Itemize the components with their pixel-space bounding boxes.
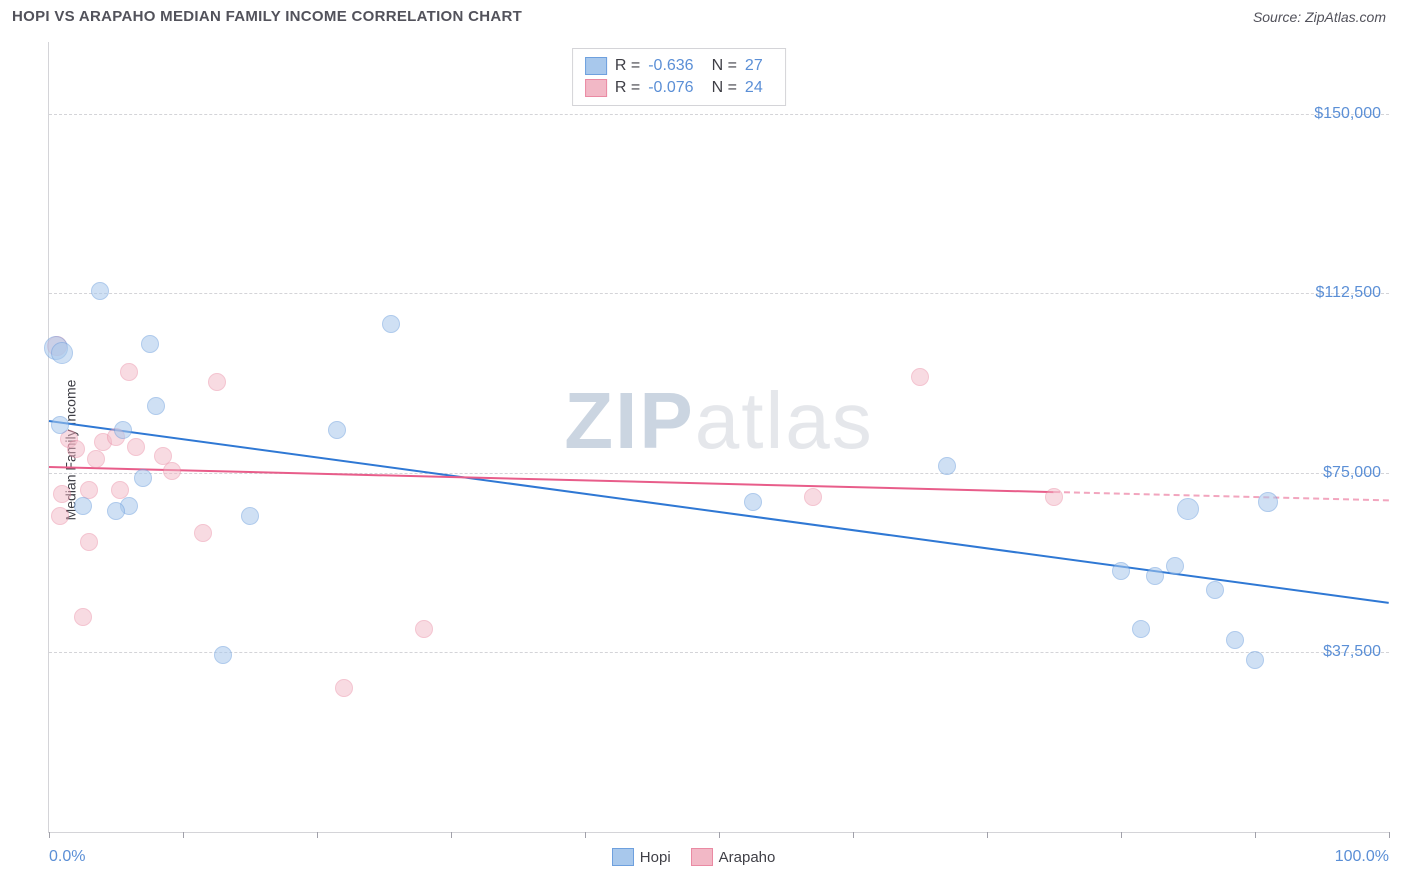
x-tick [853,832,854,838]
data-point-arapaho [127,438,145,456]
gridline [49,652,1389,653]
legend-bottom: Hopi Arapaho [612,848,776,866]
x-tick [719,832,720,838]
data-point-hopi [134,469,152,487]
data-point-hopi [1226,631,1244,649]
stat-r-arapaho: -0.076 [648,79,693,97]
stats-row-arapaho: R = -0.076 N = 24 [585,77,773,99]
data-point-hopi [241,507,259,525]
data-point-hopi [1177,498,1199,520]
x-tick [317,832,318,838]
data-point-arapaho [804,488,822,506]
swatch-arapaho [585,79,607,97]
swatch-hopi [612,848,634,866]
legend-item-arapaho: Arapaho [691,848,776,866]
data-point-arapaho [53,485,71,503]
x-tick [585,832,586,838]
x-tick-label-min: 0.0% [49,848,85,866]
data-point-hopi [141,335,159,353]
watermark: ZIPatlas [564,375,873,467]
x-tick [451,832,452,838]
data-point-hopi [51,416,69,434]
trend-line [1054,491,1389,501]
data-point-hopi [744,493,762,511]
data-point-hopi [1132,620,1150,638]
data-point-hopi [51,342,73,364]
chart-source: Source: ZipAtlas.com [1253,9,1386,25]
chart-area: Median Family Income ZIPatlas R = -0.636… [10,42,1396,882]
data-point-arapaho [111,481,129,499]
swatch-hopi [585,57,607,75]
stats-row-hopi: R = -0.636 N = 27 [585,55,773,77]
stat-n-label: N = [712,79,737,97]
data-point-hopi [1146,567,1164,585]
plot-area: ZIPatlas R = -0.636 N = 27 R = -0.076 N … [48,42,1389,833]
data-point-hopi [328,421,346,439]
stat-n-arapaho: 24 [745,79,763,97]
data-point-arapaho [194,524,212,542]
data-point-arapaho [51,507,69,525]
data-point-arapaho [1045,488,1063,506]
y-tick-label: $150,000 [1314,105,1381,123]
data-point-arapaho [911,368,929,386]
data-point-arapaho [335,679,353,697]
data-point-hopi [107,502,125,520]
x-tick [1389,832,1390,838]
x-tick [1121,832,1122,838]
data-point-arapaho [120,363,138,381]
data-point-arapaho [163,462,181,480]
gridline [49,114,1389,115]
data-point-hopi [1246,651,1264,669]
data-point-hopi [1166,557,1184,575]
data-point-hopi [91,282,109,300]
data-point-arapaho [80,533,98,551]
gridline [49,293,1389,294]
data-point-hopi [114,421,132,439]
data-point-hopi [382,315,400,333]
legend-label: Hopi [640,849,671,866]
stat-r-label: R = [615,57,640,75]
y-tick-label: $37,500 [1323,643,1381,661]
swatch-arapaho [691,848,713,866]
y-tick-label: $75,000 [1323,464,1381,482]
data-point-hopi [74,497,92,515]
x-tick-label-max: 100.0% [1335,848,1389,866]
x-tick [1255,832,1256,838]
data-point-hopi [938,457,956,475]
data-point-hopi [147,397,165,415]
data-point-arapaho [415,620,433,638]
data-point-arapaho [67,440,85,458]
data-point-hopi [1112,562,1130,580]
data-point-hopi [1258,492,1278,512]
y-tick-label: $112,500 [1315,284,1381,302]
x-tick [49,832,50,838]
legend-label: Arapaho [719,849,776,866]
data-point-arapaho [87,450,105,468]
stat-n-label: N = [712,57,737,75]
data-point-arapaho [74,608,92,626]
chart-header: HOPI VS ARAPAHO MEDIAN FAMILY INCOME COR… [0,0,1406,29]
data-point-hopi [214,646,232,664]
stats-legend-box: R = -0.636 N = 27 R = -0.076 N = 24 [572,48,786,106]
stat-r-label: R = [615,79,640,97]
x-tick [987,832,988,838]
stat-n-hopi: 27 [745,57,763,75]
x-tick [183,832,184,838]
data-point-arapaho [208,373,226,391]
data-point-hopi [1206,581,1224,599]
data-point-arapaho [80,481,98,499]
chart-title: HOPI VS ARAPAHO MEDIAN FAMILY INCOME COR… [12,8,522,25]
legend-item-hopi: Hopi [612,848,671,866]
stat-r-hopi: -0.636 [648,57,693,75]
